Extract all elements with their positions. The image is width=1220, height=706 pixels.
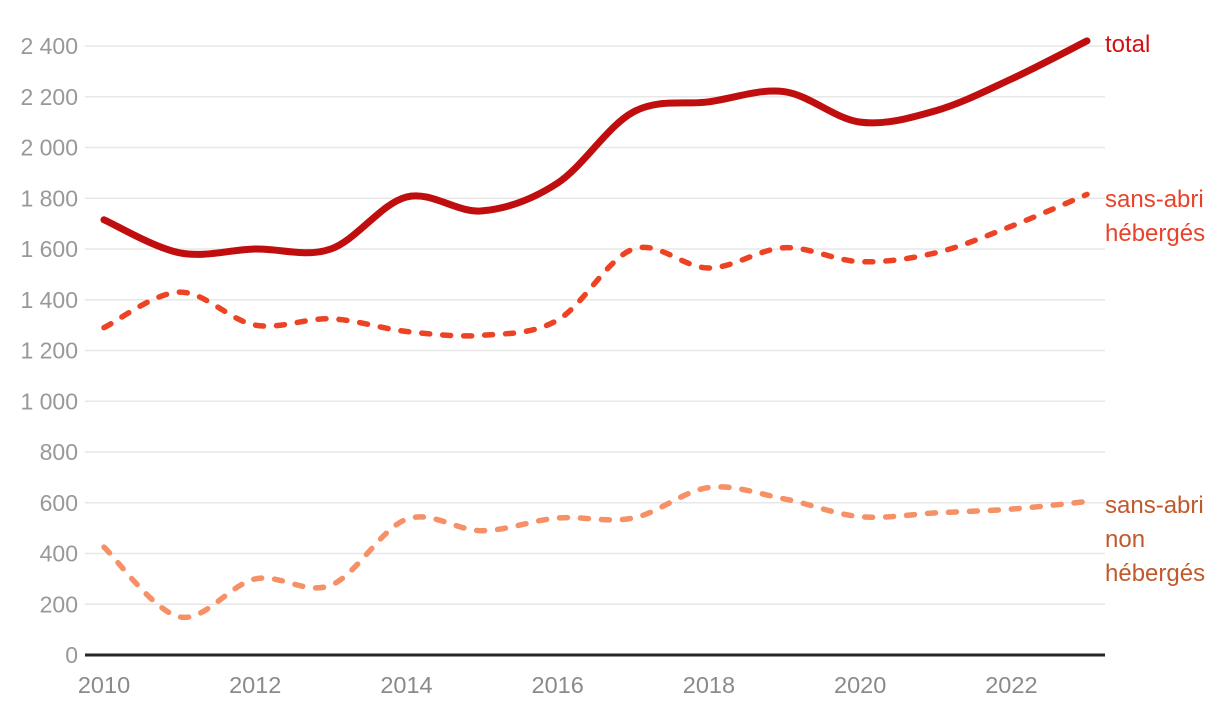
legend-label-sans-abri-heberges: sans-abri hébergés bbox=[1105, 186, 1206, 247]
legend-label-sans-abri-non-heberges: sans-abri non hébergés bbox=[1105, 492, 1206, 587]
y-tick-label: 2 400 bbox=[20, 33, 78, 59]
x-tick-label: 2016 bbox=[532, 672, 584, 698]
legend-label-total: total bbox=[1105, 31, 1151, 58]
y-tick-label: 0 bbox=[65, 642, 78, 668]
series-line-sans-abri-non-heberges bbox=[101, 484, 1090, 621]
y-tick-label: 1 800 bbox=[20, 185, 78, 211]
y-tick-label: 1 000 bbox=[20, 388, 78, 414]
y-tick-label: 200 bbox=[40, 591, 78, 617]
series-line-total bbox=[100, 37, 1091, 258]
x-tick-label: 2014 bbox=[380, 672, 432, 698]
x-tick-label: 2010 bbox=[78, 672, 130, 698]
x-tick-label: 2012 bbox=[229, 672, 281, 698]
y-tick-label: 1 400 bbox=[20, 287, 78, 313]
x-tick-label: 2020 bbox=[834, 672, 886, 698]
y-tick-label: 2 200 bbox=[20, 84, 78, 110]
x-tick-label: 2022 bbox=[985, 672, 1037, 698]
series-line-sans-abri-heberges bbox=[101, 191, 1090, 339]
x-tick-label: 2018 bbox=[683, 672, 735, 698]
y-tick-label: 2 000 bbox=[20, 135, 78, 161]
y-tick-label: 800 bbox=[40, 439, 78, 465]
y-tick-label: 1 600 bbox=[20, 236, 78, 262]
y-tick-label: 400 bbox=[40, 541, 78, 567]
y-tick-label: 1 200 bbox=[20, 338, 78, 364]
y-tick-label: 600 bbox=[40, 490, 78, 516]
